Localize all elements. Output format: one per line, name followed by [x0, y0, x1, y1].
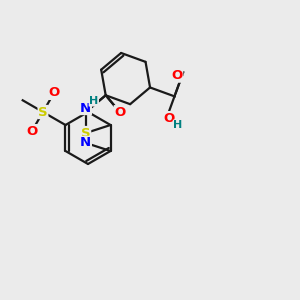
Text: O: O [48, 86, 60, 99]
Text: H: H [173, 120, 183, 130]
Text: O: O [26, 124, 38, 138]
Text: N: N [80, 101, 92, 115]
Text: O: O [163, 112, 175, 124]
Text: O: O [114, 106, 125, 119]
Text: S: S [38, 106, 48, 118]
Text: H: H [89, 96, 98, 106]
Text: N: N [80, 136, 92, 149]
Text: O: O [171, 69, 183, 82]
Text: S: S [81, 127, 91, 140]
